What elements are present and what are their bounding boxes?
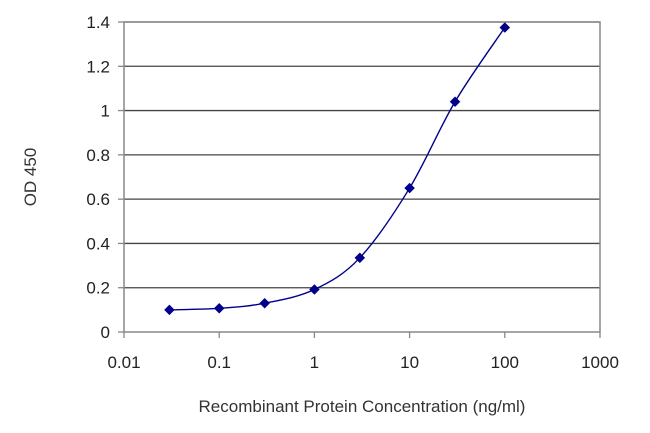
y-tick-label: 0.6: [86, 190, 110, 209]
x-axis-title: Recombinant Protein Concentration (ng/ml…: [199, 397, 526, 416]
axis-ticks: 0 0.2 0.4 0.6 0.8 1 1.2 1.4 0.01 0.1 1 10 100 1000: [86, 13, 619, 372]
x-tick-label: 10: [400, 353, 419, 372]
y-tick-label: 1: [101, 102, 110, 121]
y-tick-label: 1.4: [86, 13, 110, 32]
y-axis-title: OD 450: [21, 148, 40, 207]
data-point: [213, 302, 225, 314]
x-tick-label: 1000: [581, 353, 619, 372]
y-tick-label: 0.8: [86, 146, 110, 165]
y-tick-label: 1.2: [86, 57, 110, 76]
data-point: [354, 252, 366, 264]
plot-area: [124, 22, 600, 332]
x-tick-label: 0.01: [107, 353, 140, 372]
data-point: [309, 284, 320, 295]
data-point: [404, 182, 415, 194]
data-point: [449, 96, 461, 108]
y-tick-label: 0.4: [86, 234, 110, 253]
x-tick-label: 1: [310, 353, 319, 372]
y-tick-label: 0.2: [86, 279, 110, 298]
plot-border: [123, 21, 601, 333]
y-tick-label: 0: [101, 323, 110, 342]
x-tick-label: 0.1: [207, 353, 231, 372]
data-point: [164, 304, 175, 316]
data-point: [259, 297, 270, 309]
data-point: [499, 22, 511, 33]
data-series: [164, 22, 511, 316]
x-tick-label: 100: [491, 353, 519, 372]
